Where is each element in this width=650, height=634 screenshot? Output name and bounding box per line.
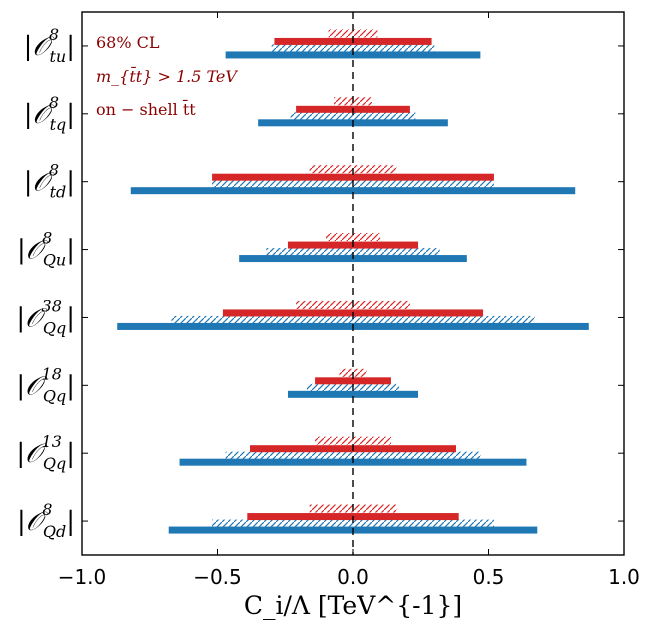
annotation-on-shell: on − shell t̄t <box>96 98 196 119</box>
x-axis: −1.0 −0.5 0.0 0.5 1.0 <box>58 12 640 589</box>
blue-hatched-band <box>290 112 416 121</box>
y-tick-label: |𝒪38 Qq| <box>16 296 75 337</box>
blue-hatched-band <box>171 315 535 324</box>
red-hatched-band <box>325 233 381 242</box>
x-tick-label: −1.0 <box>58 565 107 589</box>
x-tick-label: 0.5 <box>473 565 505 589</box>
x-tick-label: 0.0 <box>337 565 369 589</box>
y-tick-label: |𝒪8 td| <box>24 161 75 202</box>
y-tick-label: |𝒪8 Qu| <box>17 229 75 270</box>
red-hatched-band <box>315 436 391 445</box>
y-tick-label: |𝒪8 Qd| <box>17 500 75 541</box>
red-interval-bar <box>212 173 494 181</box>
red-hatched-band <box>328 29 378 38</box>
annotation-mass-cut: m_{t̄t} > 1.5 TeV <box>96 65 238 86</box>
y-tick-label: |𝒪18 Qq| <box>16 364 75 405</box>
x-tick-label: 1.0 <box>608 565 640 589</box>
blue-interval-bar <box>287 390 419 398</box>
y-tick-label: |𝒪13 Qq| <box>16 432 75 473</box>
blue-hatched-band <box>225 451 481 460</box>
blue-hatched-band <box>212 519 494 528</box>
y-tick-label: |𝒪8 tq| <box>24 93 75 134</box>
red-interval-bar <box>315 377 391 385</box>
x-tick-label: −0.5 <box>193 565 242 589</box>
x-axis-label: C_i/Λ [TeV^{-1}] <box>244 591 462 620</box>
annotation-cl: 68% CL <box>96 33 160 52</box>
y-tick-labels: |𝒪8 tu| |𝒪8 tq| |𝒪8 td| |𝒪8 Qu| |𝒪38 Qq| |𝒪18 Qq| |𝒪… <box>16 25 624 541</box>
y-tick-label: |𝒪8 tu| <box>24 25 75 66</box>
annotations: 68% CL m_{t̄t} > 1.5 TeV on − shell t̄t <box>96 33 238 119</box>
blue-interval-bar <box>130 187 576 195</box>
